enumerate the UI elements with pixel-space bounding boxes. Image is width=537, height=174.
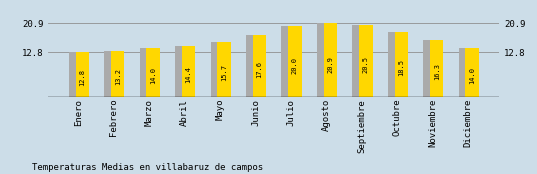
Text: 13.2: 13.2 [115,68,121,85]
Bar [140,48,150,97]
Text: 15.7: 15.7 [221,64,227,81]
Bar [359,25,373,97]
Bar [281,26,292,97]
Bar [76,52,89,97]
Bar [395,32,408,97]
Bar [217,42,231,97]
Bar [317,23,327,97]
Bar [69,52,79,97]
Text: 17.6: 17.6 [257,61,263,78]
Bar [423,40,433,97]
Text: 20.5: 20.5 [363,56,369,73]
Bar [182,46,195,97]
Bar [324,23,337,97]
Bar [253,35,266,97]
Text: 16.3: 16.3 [434,63,440,80]
Text: 12.8: 12.8 [79,69,85,85]
Text: 14.0: 14.0 [150,67,156,84]
Text: 18.5: 18.5 [398,59,404,76]
Bar [466,48,479,97]
Bar [388,32,398,97]
Text: 20.9: 20.9 [328,56,333,73]
Bar [111,51,125,97]
Bar [147,48,160,97]
Bar [459,48,469,97]
Text: 14.4: 14.4 [186,66,192,83]
Text: 20.0: 20.0 [292,57,298,74]
Bar [430,40,444,97]
Text: 14.0: 14.0 [469,67,475,84]
Text: Temperaturas Medias en villabaruz de campos: Temperaturas Medias en villabaruz de cam… [32,163,263,172]
Bar [352,25,362,97]
Bar [288,26,302,97]
Bar [175,46,185,97]
Bar [246,35,256,97]
Bar [104,51,114,97]
Bar [211,42,221,97]
